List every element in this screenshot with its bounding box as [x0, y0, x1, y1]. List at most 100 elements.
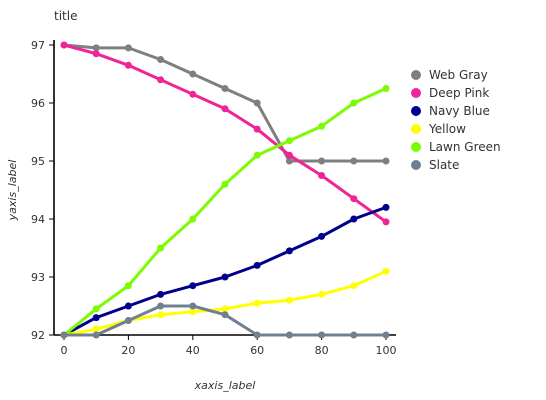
data-point-slate: [350, 331, 358, 339]
data-point-lawn-green: [92, 305, 100, 313]
data-point-yellow: [382, 267, 390, 275]
data-point-deep-pink: [382, 218, 390, 226]
legend-label-deep-pink: Deep Pink: [429, 86, 489, 100]
data-point-deep-pink: [318, 172, 326, 179]
data-point-lawn-green: [382, 85, 390, 92]
data-point-slate: [253, 331, 261, 339]
data-point-deep-pink: [189, 90, 197, 98]
y-tick-label: 97: [31, 39, 45, 52]
data-point-web-gray: [221, 85, 229, 92]
legend-item-web-gray: Web Gray: [411, 68, 488, 82]
data-point-slate: [60, 331, 68, 339]
x-tick-label: 0: [61, 344, 68, 357]
series-lawn-green: [60, 85, 390, 339]
data-point-navy-blue: [157, 290, 165, 298]
y-tick-label: 93: [31, 271, 45, 284]
x-tick-label: 80: [315, 344, 329, 357]
series-slate: [60, 302, 390, 339]
data-point-deep-pink: [124, 61, 132, 69]
data-point-yellow: [318, 290, 326, 298]
data-point-yellow: [285, 296, 293, 304]
data-point-yellow: [350, 282, 358, 290]
data-point-deep-pink: [253, 125, 261, 133]
series-deep-pink: [60, 41, 390, 226]
data-point-lawn-green: [318, 122, 326, 130]
data-point-deep-pink: [285, 151, 293, 159]
data-point-deep-pink: [157, 76, 165, 84]
data-point-slate: [92, 331, 100, 339]
data-point-web-gray: [318, 157, 326, 165]
legend-label-web-gray: Web Gray: [429, 68, 488, 82]
y-axis-label: yaxis_label: [6, 160, 19, 222]
legend-marker-lawn-green: [411, 142, 421, 152]
data-point-deep-pink: [350, 195, 358, 203]
legend-marker-slate: [411, 160, 421, 170]
series-navy-blue: [60, 203, 390, 339]
data-point-lawn-green: [157, 244, 165, 252]
chart-title: title: [54, 9, 77, 23]
x-tick-label: 40: [186, 344, 200, 357]
data-point-web-gray: [253, 99, 261, 107]
series-line-web-gray: [63, 43, 386, 163]
data-point-yellow: [92, 325, 100, 333]
axes: 92 93 94 95 96 97 0 20 40 60 80 100: [31, 39, 397, 357]
data-point-web-gray: [92, 44, 100, 52]
legend-marker-web-gray: [411, 70, 421, 80]
data-point-navy-blue: [382, 203, 390, 211]
legend-label-yellow: Yellow: [428, 122, 466, 136]
data-point-lawn-green: [253, 151, 261, 159]
data-point-lawn-green: [124, 282, 132, 290]
data-point-navy-blue: [221, 273, 229, 281]
data-point-web-gray: [124, 44, 132, 52]
legend-marker-yellow: [411, 124, 421, 134]
legend-marker-deep-pink: [411, 88, 421, 98]
legend-item-yellow: Yellow: [411, 122, 466, 136]
data-point-navy-blue: [253, 261, 261, 269]
data-point-web-gray: [350, 157, 358, 165]
y-tick-label: 92: [31, 329, 45, 342]
legend: Web Gray Deep Pink Navy Blue Yellow Lawn Gre…: [411, 68, 501, 172]
series-layer: [60, 41, 390, 339]
legend-item-slate: Slate: [411, 158, 459, 172]
data-point-deep-pink: [92, 50, 100, 58]
series-line-deep-pink: [63, 43, 387, 224]
data-point-navy-blue: [318, 232, 326, 240]
data-point-slate: [221, 311, 229, 319]
data-point-web-gray: [189, 70, 197, 78]
data-point-slate: [157, 302, 165, 310]
data-point-navy-blue: [285, 247, 293, 255]
data-point-yellow: [253, 299, 261, 307]
data-point-lawn-green: [189, 215, 197, 223]
y-tick-label: 94: [31, 213, 45, 226]
data-point-lawn-green: [285, 137, 293, 145]
data-point-yellow: [221, 305, 229, 313]
y-tick-label: 95: [31, 155, 45, 168]
data-point-deep-pink: [221, 105, 229, 113]
data-point-slate: [285, 331, 293, 339]
legend-item-deep-pink: Deep Pink: [411, 86, 489, 100]
x-tick-label: 60: [250, 344, 264, 357]
legend-item-navy-blue: Navy Blue: [411, 104, 490, 118]
data-point-navy-blue: [124, 302, 132, 310]
data-point-web-gray: [382, 157, 390, 165]
x-tick-label: 100: [376, 344, 397, 357]
series-line-yellow: [63, 269, 387, 337]
data-point-slate: [382, 331, 390, 339]
legend-label-lawn-green: Lawn Green: [429, 140, 501, 154]
data-point-navy-blue: [350, 215, 358, 223]
legend-label-navy-blue: Navy Blue: [429, 104, 490, 118]
series-web-gray: [60, 41, 390, 165]
data-point-slate: [189, 302, 197, 310]
legend-marker-navy-blue: [411, 106, 421, 116]
data-point-slate: [124, 317, 132, 324]
x-axis-label: xaxis_label: [194, 379, 256, 392]
legend-label-slate: Slate: [429, 158, 459, 172]
data-point-yellow: [157, 311, 165, 319]
data-point-lawn-green: [221, 180, 229, 188]
data-point-web-gray: [285, 157, 293, 165]
data-point-yellow: [189, 308, 197, 316]
data-point-web-gray: [157, 56, 165, 63]
data-point-navy-blue: [92, 314, 100, 322]
